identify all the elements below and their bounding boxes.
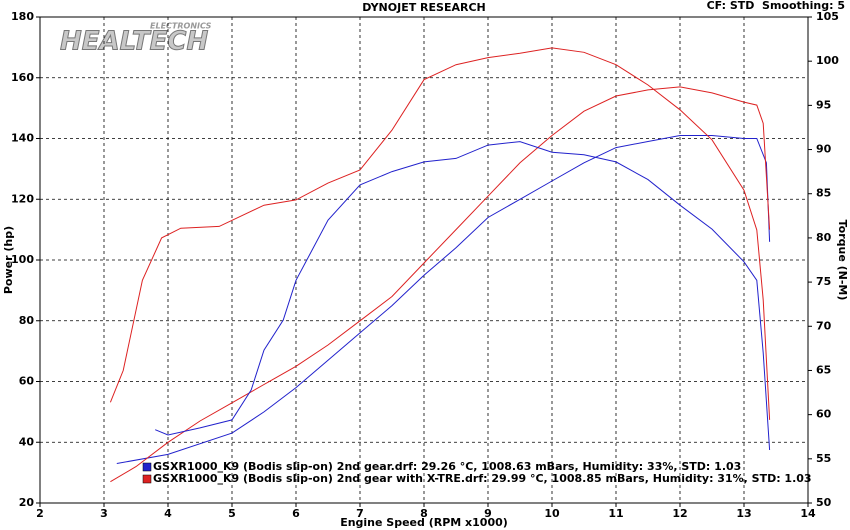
legend-swatch	[142, 462, 152, 472]
y2-tick-label: 85	[816, 187, 831, 200]
y-tick-label: 140	[11, 132, 34, 145]
x-axis-label: Engine Speed (RPM x1000)	[340, 516, 508, 529]
y-tick-label: 160	[11, 71, 34, 84]
y-tick-label: 40	[19, 435, 35, 448]
x-tick-label: 8	[420, 507, 428, 520]
annotation: CF: STD Smoothing: 5	[707, 0, 845, 12]
x-tick-label: 10	[544, 507, 560, 520]
x-tick-label: 13	[736, 507, 751, 520]
chart-title: DYNOJET RESEARCH	[362, 1, 485, 14]
y2-tick-label: 70	[816, 319, 832, 332]
y2-tick-label: 100	[816, 54, 839, 67]
y2-tick-label: 60	[816, 408, 832, 421]
y2-tick-label: 50	[816, 496, 832, 509]
y-tick-label: 120	[11, 192, 34, 205]
series-line	[155, 141, 771, 451]
x-tick-label: 5	[228, 507, 236, 520]
y2-tick-label: 55	[816, 452, 831, 465]
logo-sub: ELECTRONICS	[150, 22, 212, 31]
y2-tick-label: 105	[816, 10, 839, 23]
legend-label: GSXR1000_K9 (Bodis slip-on) 2nd gear.drf…	[153, 460, 741, 473]
y-tick-label: 100	[11, 253, 34, 266]
y2-tick-label: 65	[816, 363, 831, 376]
x-tick-label: 3	[100, 507, 108, 520]
y2-tick-label: 75	[816, 275, 831, 288]
x-tick-label: 12	[672, 507, 687, 520]
x-tick-label: 4	[164, 507, 172, 520]
y-tick-label: 60	[19, 375, 35, 388]
y-tick-label: 80	[19, 314, 35, 327]
y-tick-label: 180	[11, 10, 34, 23]
series-line	[109, 47, 771, 420]
x-tick-label: 11	[608, 507, 623, 520]
y-tick-label: 20	[19, 496, 35, 509]
x-tick-label: 6	[292, 507, 300, 520]
y-axis-label: Power (hp)	[2, 226, 15, 294]
logo: HEALTECH	[60, 27, 208, 57]
series-line	[116, 135, 771, 464]
x-tick-label: 14	[800, 507, 816, 520]
legend-label: GSXR1000_K9 (Bodis slip-on) 2nd gear wit…	[153, 472, 812, 485]
x-tick-label: 7	[356, 507, 364, 520]
series-line	[110, 86, 771, 483]
x-tick-label: 9	[484, 507, 492, 520]
y2-tick-label: 95	[816, 98, 831, 111]
legend-swatch	[142, 474, 152, 484]
x-tick-label: 2	[36, 507, 44, 520]
y2-tick-label: 80	[816, 231, 832, 244]
y2-tick-label: 90	[816, 143, 832, 156]
y2-axis-label: Torque (N-M)	[836, 220, 849, 301]
